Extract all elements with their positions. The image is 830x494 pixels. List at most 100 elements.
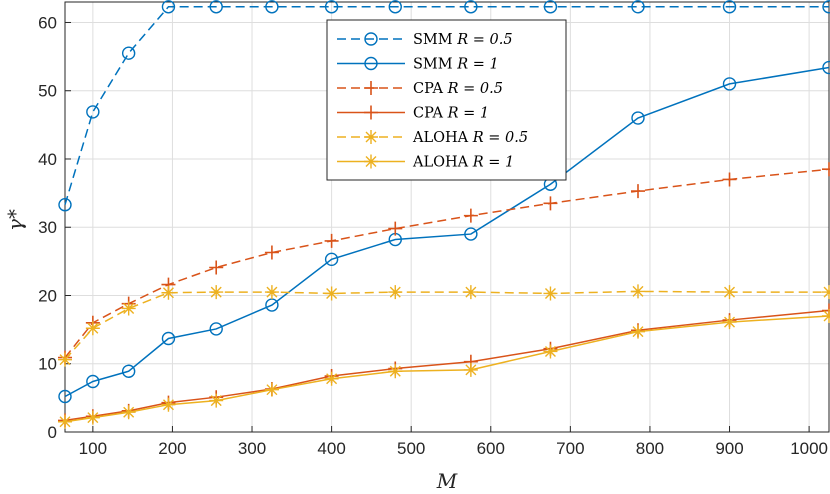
data-point-plus [822,162,830,177]
y-tick-label: 20 [38,286,57,305]
data-point-circle [364,56,378,71]
data-point-plus [388,221,403,236]
legend-label: ALOHA R = 0.5 [412,130,528,146]
data-point-asterisk [85,410,100,425]
data-point-circle [822,60,830,75]
x-axis-label: M [436,469,458,493]
legend-param: R = 0.5 [456,32,512,48]
axis-ticks: 100 200 300 400 500 600 700 800 900 1000 0 10 20 30 40… [38,13,828,458]
series-aloha-r-0-5 [58,284,830,367]
data-point-asterisk [121,301,136,316]
data-point-asterisk [85,321,100,336]
legend-param: R = 1 [447,106,490,122]
legend-label: CPA R = 0.5 [413,81,503,97]
data-point-plus [264,245,279,260]
data-point-circle [86,105,100,119]
data-point-asterisk [722,285,737,300]
data-point-plus [364,105,378,120]
data-point-circle [58,198,72,212]
data-point-asterisk [161,397,176,412]
legend-method: ALOHA [412,130,473,146]
data-point-circle [265,0,279,14]
data-point-circle [209,322,223,336]
data-point-plus [209,260,224,275]
data-point-asterisk [364,130,378,144]
data-point-circle [86,374,100,389]
legend-method: SMM [413,57,457,73]
data-point-asterisk [161,285,176,300]
legend-item: CPA R = 0.5 [337,81,503,97]
data-point-asterisk [822,285,830,300]
series-aloha-r-1 [58,308,830,429]
data-point-circle [324,252,339,267]
y-tick-label: 10 [38,355,57,374]
data-point-circle [364,32,378,46]
data-point-asterisk [722,315,737,330]
data-point-circle [631,0,645,14]
data-point-asterisk [264,285,279,300]
data-point-circle [121,364,136,378]
data-point-circle [631,111,645,125]
data-point-asterisk [463,285,478,300]
x-tick-label: 300 [238,439,266,458]
legend-param: R = 0.5 [472,130,528,146]
legend-item: SMM R = 0.5 [337,32,513,48]
legend-method: ALOHA [412,155,473,171]
legend-label: ALOHA R = 1 [412,155,514,171]
legend-label: SMM R = 0.5 [413,32,513,48]
y-tick-label: 0 [48,423,57,442]
x-tick-label: 900 [715,439,743,458]
data-point-asterisk [543,344,558,359]
series-layer [58,0,830,429]
data-point-asterisk [58,414,72,429]
data-point-circle [388,0,402,14]
x-tick-label: 700 [556,439,584,458]
data-point-circle [161,331,176,346]
x-tick-label: 1000 [790,439,828,458]
x-tick-label: 600 [477,439,505,458]
data-point-asterisk [121,405,136,420]
legend-label: CPA R = 1 [413,106,489,122]
series-smm-r-1 [58,60,830,404]
data-point-circle [58,389,72,404]
y-tick-label: 40 [38,150,57,169]
data-point-plus [364,81,378,95]
data-point-plus [324,233,339,248]
data-point-plus [722,172,737,187]
legend-method: CPA [413,106,448,122]
data-point-asterisk [388,285,403,300]
legend-label: SMM R = 1 [413,57,499,73]
data-point-asterisk [324,286,339,301]
data-point-circle [209,0,223,14]
data-point-asterisk [264,382,279,397]
data-point-asterisk [209,285,224,300]
data-point-plus [631,184,645,199]
y-axis-label: γ* [3,209,27,231]
data-point-asterisk [364,154,378,169]
legend-item: ALOHA R = 1 [337,154,514,171]
data-point-circle [464,227,478,241]
series-smm-r-0-5 [58,0,830,212]
legend-box [326,19,567,181]
data-point-asterisk [543,286,558,301]
y-tick-label: 60 [38,13,57,32]
data-point-circle [543,0,558,14]
data-point-asterisk [388,364,403,379]
data-point-plus [463,208,478,223]
legend-method: SMM [413,32,457,48]
data-point-asterisk [631,284,645,299]
data-point-circle [722,0,737,14]
data-point-asterisk [58,352,72,367]
legend-item: CPA R = 1 [337,105,489,122]
data-point-circle [822,0,830,14]
legend-item: SMM R = 1 [337,57,499,73]
plot-frame [64,1,830,433]
y-tick-label: 50 [38,82,57,101]
x-tick-label: 800 [636,439,664,458]
x-tick-label: 500 [397,439,425,458]
legend-param: R = 1 [472,155,515,171]
legend-param: R = 1 [456,57,499,73]
legend-param: R = 0.5 [447,81,503,97]
